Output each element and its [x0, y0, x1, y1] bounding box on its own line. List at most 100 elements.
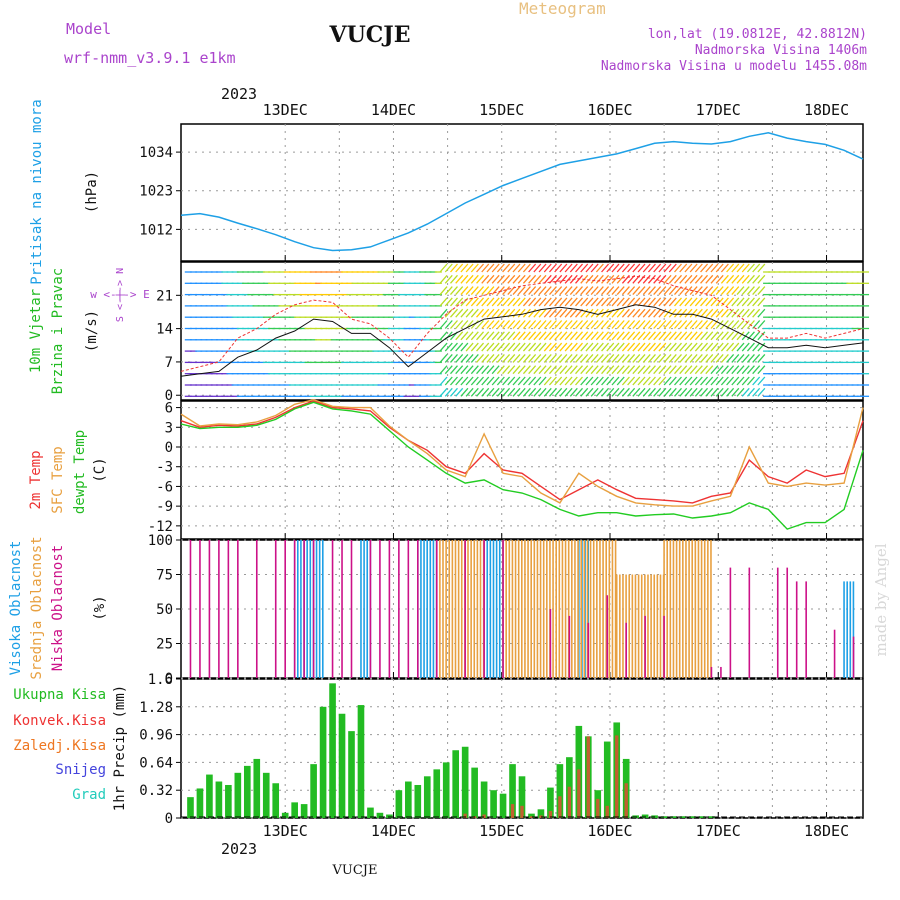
wind-barb — [455, 320, 464, 329]
precip-total-bar — [689, 816, 696, 818]
wind-barb — [674, 263, 682, 273]
wind-barb — [580, 308, 589, 318]
wind-barb — [658, 376, 667, 386]
wind-barb — [522, 376, 531, 386]
wind-barb — [595, 308, 604, 318]
precip-total-bar — [215, 781, 223, 818]
wind-barb — [616, 331, 625, 341]
wind-barb — [512, 353, 521, 363]
wind-barb — [736, 387, 745, 397]
wind-barb — [642, 286, 651, 296]
precip-total-bar — [196, 788, 204, 818]
wind-barb — [491, 308, 500, 318]
wind-barb — [616, 263, 625, 273]
wind-barb — [647, 286, 656, 296]
precip-total-bar — [300, 804, 308, 818]
wind-barb — [658, 297, 667, 307]
precip-total-bar — [405, 781, 412, 818]
wind-barb — [731, 297, 740, 307]
precip-total-bar — [367, 807, 374, 818]
wind-barb — [476, 342, 485, 352]
wind-barb — [512, 320, 521, 329]
precip-conv-bar — [605, 805, 609, 818]
wind-barb — [522, 342, 531, 352]
wind-barb — [715, 342, 724, 352]
wind-barb — [736, 320, 745, 329]
wind-barb — [522, 263, 531, 273]
wind-barb — [554, 365, 563, 375]
wind-barb — [507, 387, 516, 397]
day-labels-top: 13DEC 14DEC 15DEC 16DEC 17DEC 18DEC — [263, 101, 849, 119]
wind-barb — [470, 353, 479, 363]
wind-barb — [642, 274, 651, 284]
wind-barb — [705, 365, 714, 375]
wind-barb — [679, 365, 688, 375]
wind-barb — [455, 308, 464, 318]
wind-barb — [606, 376, 615, 386]
wind-barb — [694, 353, 703, 363]
wind-barb — [715, 320, 724, 329]
wind-barb — [502, 342, 511, 352]
wind-barb — [658, 320, 667, 329]
wind-barb — [548, 320, 557, 329]
wind-barb — [559, 286, 568, 296]
wind-barb — [637, 286, 646, 296]
wind-barb — [746, 365, 755, 375]
wind-barb — [632, 308, 641, 318]
wind-barb — [507, 342, 516, 352]
wind-barb — [470, 286, 479, 296]
wind-barb — [585, 274, 594, 284]
wind-barb — [528, 387, 537, 397]
wind-barb — [668, 286, 677, 296]
y-tick-label: 21 — [156, 288, 173, 304]
wind-barb — [700, 353, 709, 363]
wind-barb — [517, 365, 526, 375]
precip-conv-bar — [567, 786, 572, 818]
cloud-low-label: Niska Oblacnost — [50, 545, 66, 671]
wind-barb — [564, 320, 573, 329]
wind-barb — [689, 263, 698, 273]
precip-total-bar — [708, 816, 715, 818]
meteogram-label: Meteogram — [519, 0, 606, 18]
tempsfc-label: SFC Temp — [50, 446, 66, 513]
wind-barb — [726, 263, 735, 273]
wind-barb — [538, 286, 547, 296]
wind-barb — [757, 342, 766, 352]
legend-graupel: Grad — [72, 787, 106, 803]
precip-total-bar — [442, 762, 450, 818]
wind-barb — [580, 387, 589, 397]
wind-barb — [752, 263, 761, 273]
precip-total-bar — [556, 764, 564, 818]
wind-barb — [569, 308, 578, 318]
precip-total-bar — [499, 793, 507, 818]
wind-barb — [632, 286, 641, 296]
precip-total-bar — [679, 816, 687, 818]
wind-barb — [595, 331, 604, 341]
precip-total-bar — [253, 758, 261, 818]
wind-barb — [507, 376, 516, 386]
day-tick-label-top: 15DEC — [479, 101, 524, 119]
wind-barb — [507, 274, 516, 284]
wind-barb — [491, 274, 500, 284]
wind-barb — [741, 286, 750, 296]
wind-barb — [554, 387, 563, 397]
wind-barb — [720, 308, 729, 318]
wind-barb — [580, 286, 589, 296]
wind-barb — [496, 376, 505, 386]
wind-barb — [548, 387, 557, 397]
wind-barb — [439, 376, 448, 386]
wind-barb — [486, 365, 495, 375]
wind-barb — [517, 274, 526, 284]
wind-barb — [543, 308, 552, 318]
wind-barb — [548, 331, 557, 341]
wind-barb — [439, 331, 448, 341]
wind-barb — [465, 376, 474, 386]
y-tick-label: 0 — [165, 440, 173, 456]
wind-barb — [517, 308, 526, 318]
chart-marks — [180, 132, 864, 818]
wind-barb — [528, 274, 537, 284]
wind-barb — [611, 320, 620, 329]
wind-barb — [741, 342, 750, 352]
wind-barb — [637, 342, 646, 352]
wind-barb — [663, 320, 672, 329]
